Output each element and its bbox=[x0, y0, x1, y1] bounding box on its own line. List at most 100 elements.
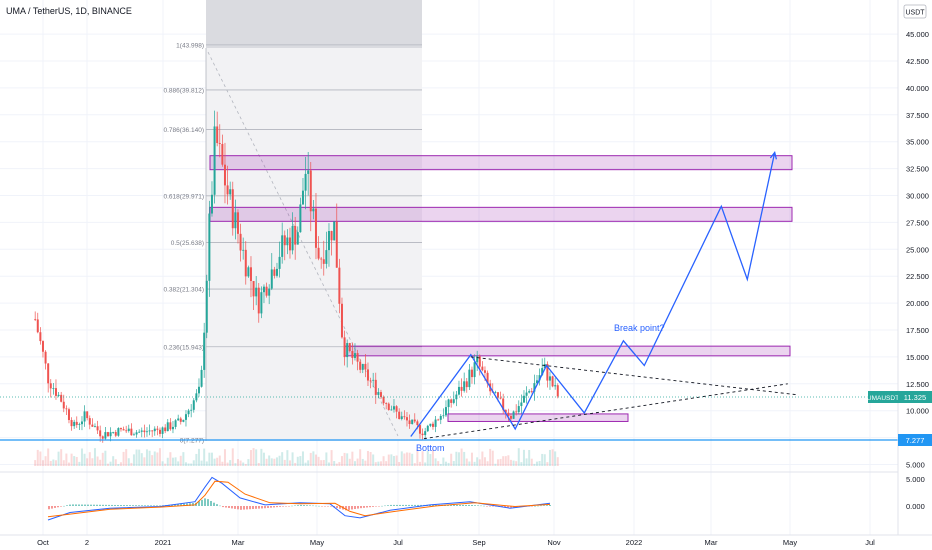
candle-body bbox=[39, 332, 42, 342]
candle-body bbox=[465, 381, 468, 388]
macd-histogram-bar bbox=[132, 505, 134, 506]
volume-bar bbox=[109, 461, 112, 466]
volume-bar bbox=[229, 460, 232, 466]
macd-histogram-bar bbox=[210, 500, 212, 506]
projection-arrowhead bbox=[769, 151, 778, 160]
candle-body bbox=[299, 204, 302, 233]
volume-bar bbox=[47, 448, 50, 466]
candle-body bbox=[447, 399, 450, 408]
resistance-zone[interactable] bbox=[209, 206, 793, 222]
macd-histogram-bar bbox=[186, 503, 188, 506]
macd-histogram-bar bbox=[84, 504, 86, 506]
projection-drawings[interactable] bbox=[410, 151, 796, 440]
time-tick-label: Sep bbox=[472, 538, 485, 547]
volume-bar bbox=[333, 461, 336, 466]
macd-histogram-bar bbox=[150, 505, 152, 506]
candle-body bbox=[385, 403, 388, 404]
candle-body bbox=[444, 407, 447, 416]
macd-tick-label: 5.000 bbox=[906, 475, 925, 484]
candle-body bbox=[307, 170, 310, 174]
candle-body bbox=[182, 419, 185, 422]
volume-bar bbox=[554, 451, 557, 466]
candlesticks bbox=[34, 110, 559, 443]
volume-bar bbox=[112, 456, 115, 466]
volume-bar bbox=[60, 449, 63, 466]
volume-bar bbox=[312, 451, 315, 466]
candle-body bbox=[522, 395, 525, 403]
volume-bar bbox=[528, 450, 531, 466]
currency-button[interactable]: USDT bbox=[903, 4, 927, 19]
volume-bar bbox=[379, 461, 382, 466]
candle-body bbox=[483, 370, 486, 373]
candle-body bbox=[273, 269, 276, 276]
volume-bar bbox=[455, 451, 458, 466]
volume-bar bbox=[361, 458, 364, 466]
volume-bar bbox=[465, 458, 468, 466]
volume-bars bbox=[34, 448, 559, 466]
macd-histogram-bar bbox=[396, 504, 398, 506]
candle-body bbox=[130, 428, 133, 436]
candle-body bbox=[460, 386, 463, 391]
volume-bar bbox=[210, 452, 213, 466]
time-tick-label: Oct bbox=[37, 538, 50, 547]
volume-bar bbox=[353, 461, 356, 466]
volume-bar bbox=[169, 452, 172, 466]
macd-histogram-bar bbox=[480, 505, 482, 507]
time-axis[interactable]: Oct 2 2021 Mar May Jul Sep Nov 2022 Mar May Jul bbox=[37, 538, 875, 547]
time-tick-label: 2 bbox=[85, 538, 89, 547]
triangle-lower-line[interactable] bbox=[423, 383, 788, 440]
currency-button-label[interactable]: USDT bbox=[905, 10, 925, 17]
projection-path[interactable] bbox=[410, 152, 776, 437]
volume-bar bbox=[122, 451, 125, 466]
macd-histogram-bar bbox=[483, 505, 485, 507]
macd-histogram-bar bbox=[288, 506, 290, 507]
macd-histogram-bar bbox=[450, 504, 452, 506]
price-tick-label: 22.500 bbox=[906, 272, 929, 281]
candle-body bbox=[486, 372, 489, 384]
candle-body bbox=[114, 432, 117, 436]
volume-bar bbox=[429, 454, 432, 466]
candle-body bbox=[543, 363, 546, 369]
macd-histogram-bar bbox=[270, 506, 272, 508]
candle-body bbox=[452, 399, 455, 403]
macd-histogram-bar bbox=[213, 502, 215, 506]
macd-tick-label: 0.000 bbox=[906, 502, 925, 511]
resistance-zone[interactable] bbox=[209, 155, 793, 171]
candle-body bbox=[356, 353, 359, 362]
volume-bar bbox=[117, 463, 120, 466]
volume-bar bbox=[36, 449, 39, 466]
macd-histogram-bar bbox=[471, 504, 473, 506]
price-tick-label: 17.500 bbox=[906, 326, 929, 335]
triangle-upper-line[interactable] bbox=[470, 356, 796, 396]
macd-histogram-bar bbox=[57, 506, 59, 508]
candle-body bbox=[288, 237, 291, 251]
macd-histogram-bar bbox=[102, 504, 104, 506]
macd-histogram-bar bbox=[339, 506, 341, 509]
candle-body bbox=[470, 369, 473, 378]
resistance-zone[interactable] bbox=[447, 413, 629, 422]
resistance-zone[interactable] bbox=[344, 345, 791, 357]
macd-histogram-bar bbox=[489, 506, 491, 507]
volume-bar bbox=[283, 459, 286, 466]
candle-body bbox=[192, 400, 195, 410]
candle-body bbox=[67, 409, 70, 421]
currency-button-frame[interactable] bbox=[903, 4, 927, 19]
resistance-zones[interactable] bbox=[209, 155, 793, 422]
candle-body bbox=[270, 269, 273, 289]
candle-body bbox=[49, 383, 52, 389]
candle-body bbox=[322, 259, 325, 264]
volume-bar bbox=[294, 462, 297, 466]
macd-histogram-bar bbox=[291, 505, 293, 507]
candle-body bbox=[151, 430, 154, 432]
candle-body bbox=[265, 286, 268, 296]
candle-body bbox=[424, 431, 427, 436]
macd-histogram-bar bbox=[465, 504, 467, 506]
macd-histogram-bar bbox=[402, 504, 404, 506]
candle-body bbox=[255, 287, 258, 297]
current-price-tag-bg bbox=[898, 391, 932, 403]
macd-histogram-bar bbox=[477, 505, 479, 506]
macd-histogram-bar bbox=[87, 504, 89, 506]
macd-histogram-bar bbox=[327, 506, 329, 507]
